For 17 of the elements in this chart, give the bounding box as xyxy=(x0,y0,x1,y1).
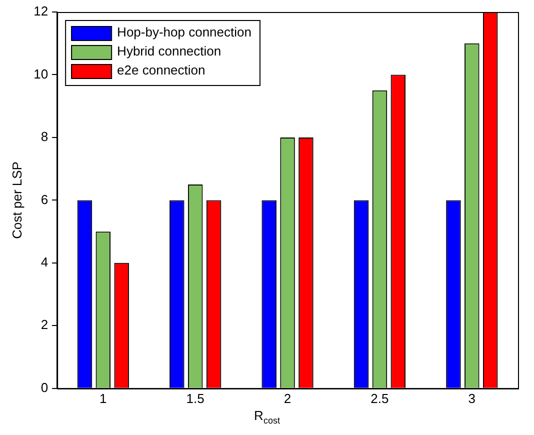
x-tick-label: 3 xyxy=(468,390,476,406)
y-axis-title: Cost per LSP xyxy=(9,162,24,239)
legend-label: Hop-by-hop connection xyxy=(117,24,252,40)
y-tick-label: 8 xyxy=(40,129,48,144)
y-tick-label: 2 xyxy=(40,317,48,332)
legend-label: Hybrid connection xyxy=(117,44,222,59)
x-tick-label: 1 xyxy=(100,390,107,406)
legend-label: e2e connection xyxy=(117,62,206,78)
y-tick-label: 10 xyxy=(34,66,48,82)
y-tick-label: 6 xyxy=(40,192,48,207)
x-tick-label: 2.5 xyxy=(370,390,389,406)
x-tick-label: 1.5 xyxy=(186,390,204,406)
x-axis-title: R$_{cost}$ xyxy=(253,408,281,426)
y-tick-label: 0 xyxy=(40,380,48,395)
y-tick-label: 12 xyxy=(34,4,48,19)
x-tick-label: 2 xyxy=(284,390,292,406)
y-tick-label: 4 xyxy=(40,254,48,270)
